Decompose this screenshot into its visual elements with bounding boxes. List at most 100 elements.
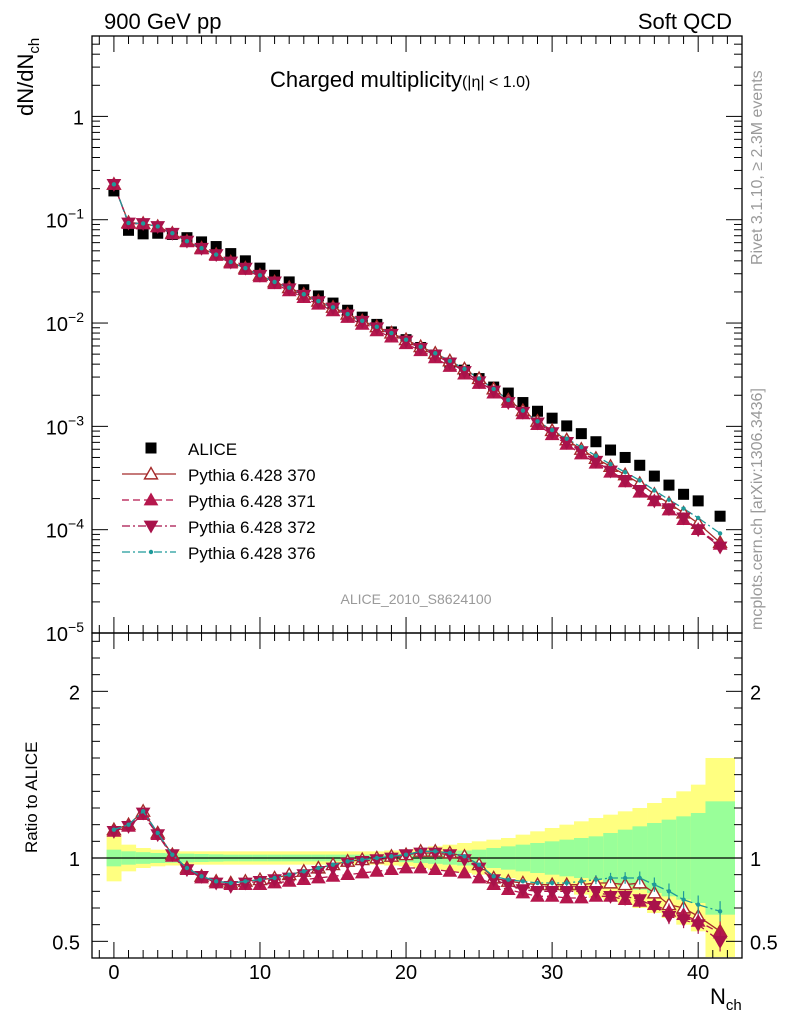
ratio-series-group xyxy=(106,803,728,952)
ratio-point xyxy=(622,875,628,881)
ratio-y-tick-label-left: 2 xyxy=(69,682,80,704)
data-point xyxy=(544,427,560,441)
data-point xyxy=(137,228,149,240)
data-point xyxy=(561,420,573,432)
ratio-series-pythia-6-428-376 xyxy=(111,809,723,922)
ratio-point xyxy=(427,862,443,876)
data-point xyxy=(695,515,701,521)
ratio-point xyxy=(389,854,394,859)
data-point xyxy=(579,444,584,450)
data-point xyxy=(646,495,662,509)
ratio-point xyxy=(573,885,589,899)
ratio-point xyxy=(491,874,496,879)
data-point xyxy=(286,285,292,290)
y-tick-label-base: 10 xyxy=(46,521,68,543)
ratio-frame xyxy=(91,632,743,959)
ratio-point xyxy=(462,854,467,859)
data-point xyxy=(666,497,672,502)
ratio-point xyxy=(559,885,575,899)
legend-label: Pythia 6.428 370 xyxy=(188,466,316,485)
data-point xyxy=(140,221,146,226)
legend-marker xyxy=(143,520,159,534)
data-point xyxy=(170,231,175,236)
data-point xyxy=(692,495,704,507)
ratio-point xyxy=(286,872,292,877)
ratio-point xyxy=(272,875,277,881)
data-point xyxy=(447,358,453,364)
data-point xyxy=(663,479,675,491)
ratio-point xyxy=(179,864,195,878)
data-point xyxy=(476,376,482,381)
ratio-point xyxy=(170,852,175,857)
ratio-point xyxy=(316,865,321,871)
data-point xyxy=(442,357,458,371)
ratio-y-tick-label-right: 0.5 xyxy=(750,932,778,954)
data-point xyxy=(515,406,531,420)
data-point xyxy=(111,182,117,187)
ratio-point xyxy=(544,885,560,899)
data-point xyxy=(564,436,569,441)
data-point xyxy=(506,397,511,403)
data-point xyxy=(155,224,160,229)
data-point xyxy=(678,488,690,500)
data-point xyxy=(374,324,380,329)
y-tick-label: 10−4 xyxy=(46,516,84,543)
ratio-point xyxy=(520,879,526,884)
data-point xyxy=(637,478,642,483)
data-point xyxy=(360,318,365,324)
data-point xyxy=(316,298,321,304)
data-point xyxy=(228,259,233,265)
ratio-y-axis-label: Ratio to ALICE xyxy=(22,741,41,853)
ratio-series-pythia-6-428-372 xyxy=(106,807,728,952)
ratio-point xyxy=(695,902,701,907)
data-point xyxy=(225,248,237,260)
ratio-point xyxy=(717,909,723,914)
ratio-point xyxy=(515,884,531,898)
data-point xyxy=(520,408,526,413)
y-tick-label-exponent: −5 xyxy=(68,619,84,635)
ratio-point xyxy=(652,882,657,887)
ratio-point xyxy=(252,875,268,889)
analysis-label: ALICE_2010_S8624100 xyxy=(340,591,491,607)
data-point xyxy=(210,241,222,253)
data-point xyxy=(575,428,587,440)
series-markers xyxy=(111,182,723,536)
data-point xyxy=(712,541,728,555)
data-point xyxy=(617,475,633,488)
data-point xyxy=(605,444,617,456)
ratio-point xyxy=(608,875,613,881)
ratio-y-tick-label-right: 2 xyxy=(750,682,761,704)
ratio-point xyxy=(121,820,136,834)
ratio-point xyxy=(418,849,423,854)
ratio-y-tick-label-left: 1 xyxy=(69,849,80,871)
legend-label: ALICE xyxy=(188,440,237,459)
data-point xyxy=(590,436,602,448)
data-point xyxy=(622,470,628,475)
legend: ALICE Pythia 6.428 370 Pythia 6.428 371 Pyt… xyxy=(122,440,316,563)
data-point xyxy=(532,405,544,417)
data-point xyxy=(491,386,496,392)
main-title: Charged multiplicity(|η| < 1.0) xyxy=(270,67,530,92)
ratio-point xyxy=(442,863,458,877)
ratio-point xyxy=(199,874,204,879)
data-point xyxy=(634,459,646,471)
ratio-point xyxy=(676,914,691,928)
data-point xyxy=(652,488,657,493)
x-tick-label: 30 xyxy=(541,962,563,984)
ratio-point xyxy=(535,880,540,886)
ratio-point xyxy=(374,855,380,861)
ratio-point xyxy=(666,889,672,894)
ratio-point xyxy=(354,865,370,879)
data-point xyxy=(517,397,529,409)
ratio-point xyxy=(712,935,728,949)
legend-label: Pythia 6.428 372 xyxy=(188,518,316,537)
ratio-point xyxy=(617,890,633,904)
data-point xyxy=(530,417,545,431)
ratio-point xyxy=(140,809,146,814)
y-tick-label: 10−2 xyxy=(46,309,84,336)
ratio-point xyxy=(690,919,706,933)
data-point xyxy=(549,427,555,433)
ratio-point xyxy=(681,897,686,902)
data-point xyxy=(272,279,277,285)
